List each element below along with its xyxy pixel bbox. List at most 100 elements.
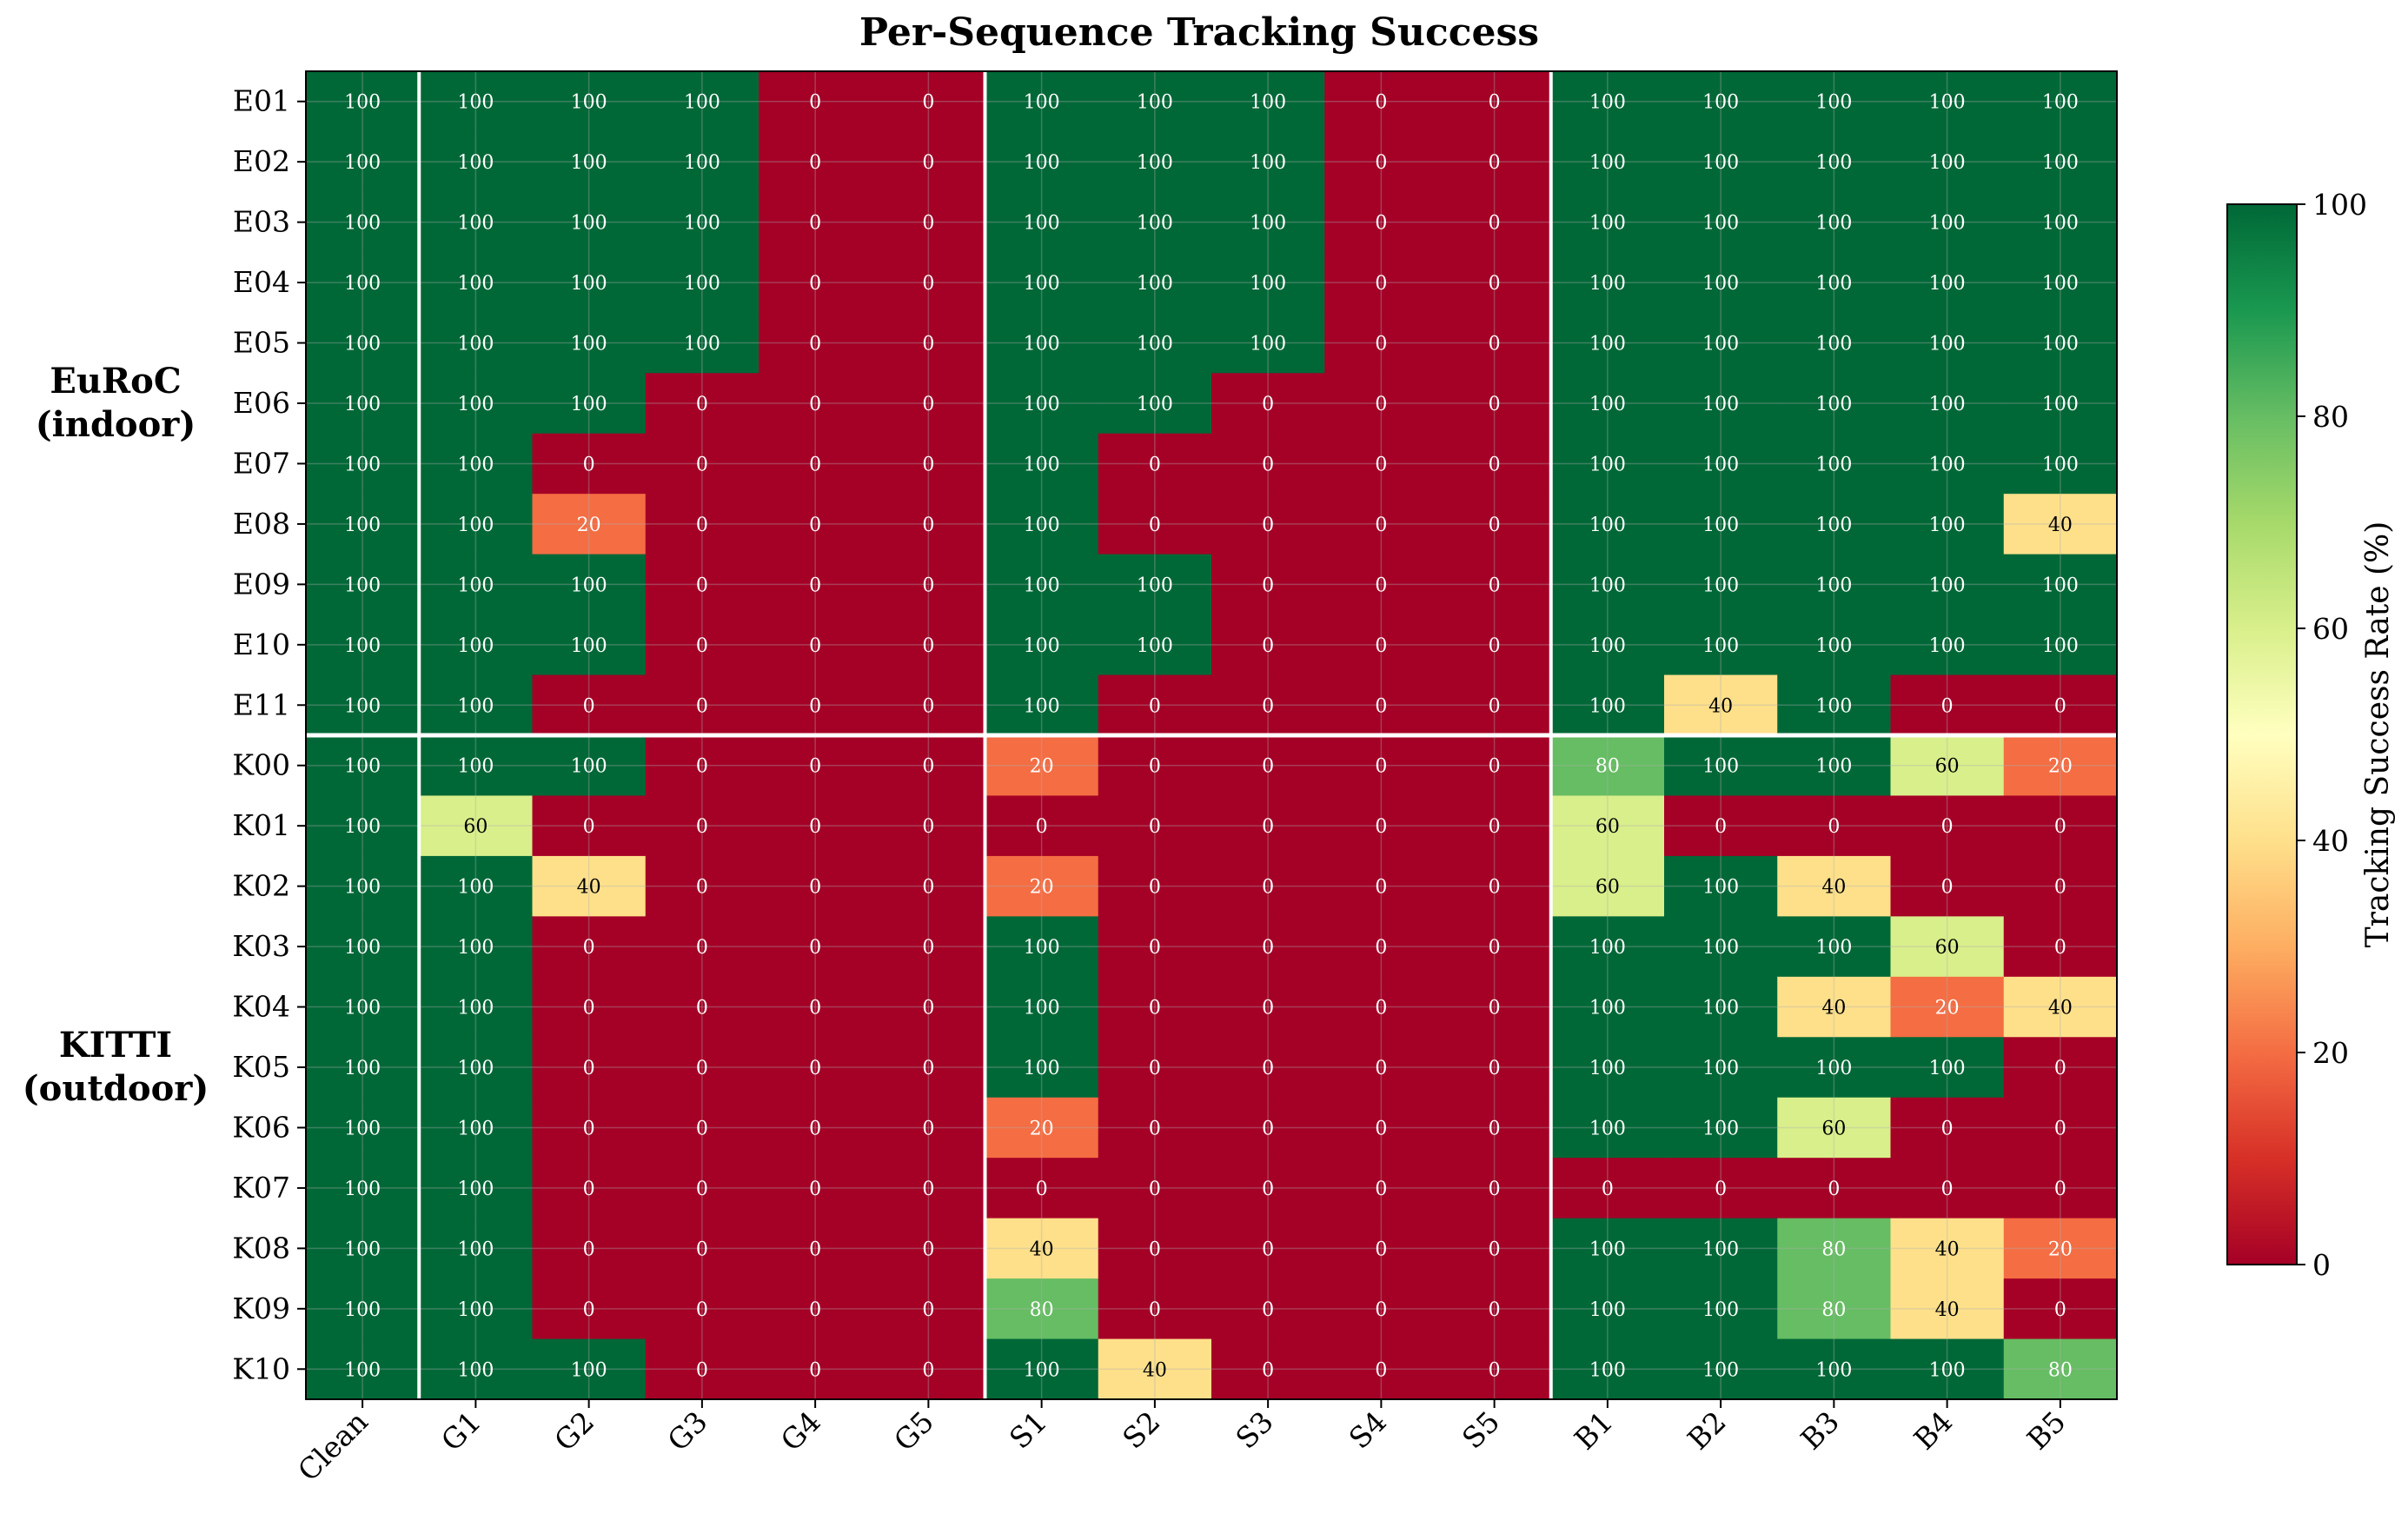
cell-value-label: 100 [344, 454, 381, 475]
heatmap-cell-K09-S5 [1437, 1278, 1552, 1340]
cell-value-label: 20 [2048, 756, 2073, 778]
heatmap-cell-K07-G1 [419, 1158, 534, 1219]
heatmap-cell-E03-G1 [419, 191, 534, 253]
heatmap-cell-K00-S2 [1098, 735, 1212, 797]
cell-value-label: 0 [1828, 816, 1840, 838]
heatmap-cell-K05-S4 [1324, 1037, 1439, 1099]
heatmap-cells [306, 71, 2118, 1400]
cell-value-label: 100 [457, 92, 494, 114]
heatmap-cell-E02-B1 [1550, 131, 1665, 193]
cell-value-label: 100 [1929, 152, 1966, 174]
heatmap-cell-E06-B1 [1550, 373, 1665, 435]
heatmap-cell-K06-Clean [306, 1097, 420, 1159]
heatmap-cell-E01-G3 [645, 71, 760, 133]
heatmap-cell-K05-G5 [872, 1037, 986, 1099]
heatmap-cell-K09-B1 [1550, 1278, 1665, 1340]
heatmap-cell-K01-G2 [532, 795, 647, 857]
heatmap-cell-E06-S1 [985, 373, 1099, 435]
cell-value-label: 100 [344, 695, 381, 717]
heatmap-cell-E10-G4 [759, 614, 872, 676]
heatmap-cell-K00-G2 [532, 735, 647, 797]
cell-value-label: 100 [1589, 1299, 1626, 1321]
cell-value-label: 0 [1489, 273, 1501, 295]
heatmap-cell-K09-B2 [1664, 1278, 1778, 1340]
cell-value-label: 100 [1702, 1359, 1739, 1381]
heatmap-cell-E05-B3 [1777, 312, 1892, 374]
cell-value-label: 100 [457, 1179, 494, 1200]
x-tick-label: S1 [1003, 1404, 1053, 1455]
group-separators [306, 71, 2117, 1399]
heatmap-cell-K05-B4 [1890, 1037, 2005, 1099]
heatmap-cell-K08-B2 [1664, 1218, 1778, 1279]
cell-value-label: 0 [809, 394, 821, 415]
cell-value-label: 0 [583, 998, 595, 1019]
heatmap-cell-K09-S2 [1098, 1278, 1212, 1340]
heatmap-cell-K04-S2 [1098, 976, 1212, 1038]
heatmap-cell-K02-G4 [759, 855, 872, 917]
cell-value-label: 100 [1024, 394, 1060, 415]
cell-value-label: 0 [922, 334, 934, 355]
cell-value-label: 100 [457, 515, 494, 536]
heatmap-cell-E02-Clean [306, 131, 420, 193]
cell-value-label: 0 [809, 756, 821, 778]
heatmap-cell-E04-S2 [1098, 252, 1212, 314]
heatmap-cell-E06-S4 [1324, 373, 1439, 435]
cell-value-label: 100 [1137, 394, 1173, 415]
heatmap-cell-E01-G4 [759, 71, 872, 133]
x-tick-label: B4 [1907, 1404, 1960, 1457]
heatmap-cell-E08-G4 [759, 494, 872, 555]
cell-value-label: 100 [1024, 1058, 1060, 1079]
heatmap-cell-K05-G3 [645, 1037, 760, 1099]
cell-value-label: 0 [696, 1058, 708, 1079]
heatmap-cell-K03-S5 [1437, 916, 1552, 978]
heatmap-cell-K04-G3 [645, 976, 760, 1038]
heatmap-cell-K07-G4 [759, 1158, 872, 1219]
cell-value-label: 100 [1024, 574, 1060, 596]
heatmap-cell-K07-G5 [872, 1158, 986, 1219]
heatmap-cell-E02-G3 [645, 131, 760, 193]
cell-value-label: 0 [696, 574, 708, 596]
cell-value-label: 0 [1715, 816, 1727, 838]
heatmap-cell-E01-G2 [532, 71, 647, 133]
heatmap-cell-K02-G5 [872, 855, 986, 917]
y-tick-label: E08 [233, 507, 290, 541]
cell-value-label: 100 [344, 998, 381, 1019]
heatmap-cell-K08-G4 [759, 1218, 872, 1279]
heatmap-cell-K06-B2 [1664, 1097, 1778, 1159]
cell-value-label: 100 [571, 394, 607, 415]
heatmap-cell-E11-S2 [1098, 674, 1212, 736]
heatmap-cell-K08-B3 [1777, 1218, 1892, 1279]
heatmap-cell-K08-S5 [1437, 1218, 1552, 1279]
heatmap-cell-K03-Clean [306, 916, 420, 978]
heatmap-cell-K01-B1 [1550, 795, 1665, 857]
cell-value-label: 0 [583, 1179, 595, 1200]
heatmap-cell-K05-S3 [1211, 1037, 1325, 1099]
y-tick-label: E11 [233, 687, 290, 721]
cell-value-label: 0 [696, 937, 708, 959]
cell-value-label: 0 [1715, 1179, 1727, 1200]
cell-value-label: 0 [809, 92, 821, 114]
colorbar: 0 20 40 60 80 100 Tracking Success Rate (%) [2226, 188, 2396, 1282]
heatmap-cell-E11-S3 [1211, 674, 1325, 736]
heatmap-cell-E01-B3 [1777, 71, 1892, 133]
cell-value-label: 100 [1815, 213, 1852, 235]
cell-value-label: 0 [922, 1299, 934, 1321]
cell-value-label: 100 [1137, 152, 1173, 174]
heatmap-cell-E03-Clean [306, 191, 420, 253]
cell-value-label: 60 [1935, 937, 1960, 959]
heatmap-cell-K04-B4 [1890, 976, 2005, 1038]
heatmap-cell-E10-B1 [1550, 614, 1665, 676]
heatmap-cell-K02-B4 [1890, 855, 2005, 917]
y-tick-label: K04 [232, 990, 290, 1024]
cell-value-label: 100 [1702, 998, 1739, 1019]
heatmap-cell-K10-B2 [1664, 1338, 1778, 1400]
y-tick-label: E02 [233, 144, 290, 178]
heatmap-cell-K09-G1 [419, 1278, 534, 1340]
heatmap-cell-E06-B3 [1777, 373, 1892, 435]
cell-value-label: 0 [1941, 695, 1954, 717]
x-tick-label: G1 [435, 1404, 488, 1458]
heatmap-cell-K09-S1 [985, 1278, 1099, 1340]
cell-value-label: 0 [809, 574, 821, 596]
cell-value-label: 0 [1149, 998, 1161, 1019]
